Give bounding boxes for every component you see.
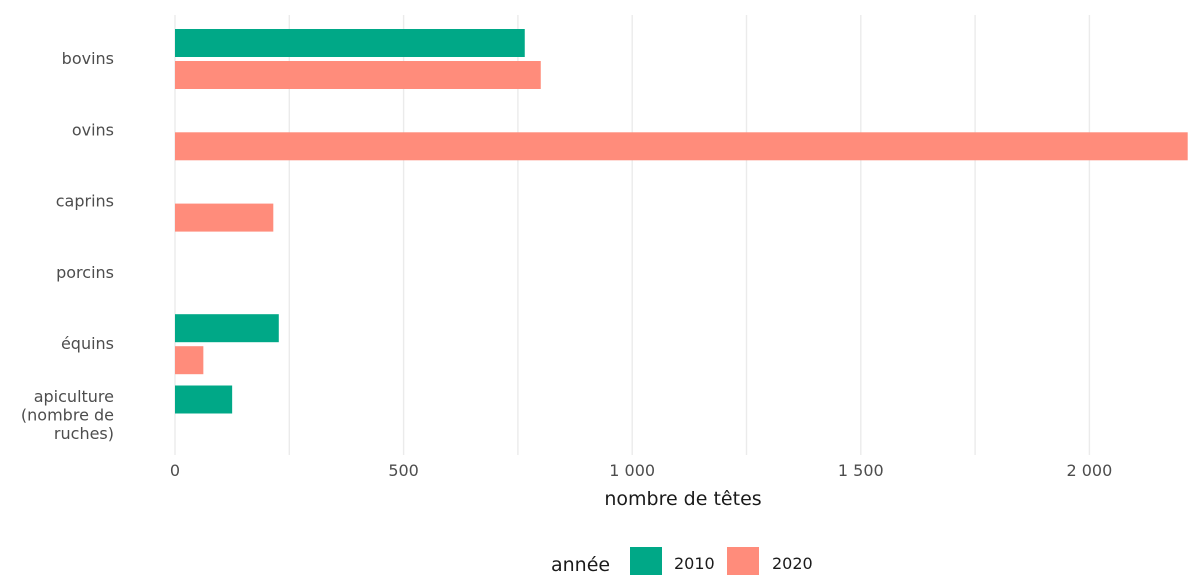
y-axis-labels: bovins ovins caprins porcins équins apicultur… (21, 49, 114, 443)
bar-2010-équins (175, 314, 279, 343)
y-tick-label: bovins (62, 49, 114, 68)
x-tick-label: 2 000 (1066, 461, 1112, 480)
legend-label-2020: 2020 (772, 554, 813, 573)
y-tick-label: porcins (56, 263, 114, 282)
bar-2020-ovins (175, 132, 1188, 161)
y-tick-label: ovins (72, 120, 114, 139)
legend-swatch-2010 (630, 547, 662, 575)
bar-2020-bovins (175, 61, 541, 89)
x-axis-labels: 0 500 1 000 1 500 2 000 (170, 461, 1112, 480)
legend-swatch-2020 (727, 547, 759, 575)
y-tick-label: apiculture (nombre de ruches) (21, 387, 114, 443)
bar-2020-caprins (175, 203, 274, 232)
bar-2010-apiculture (175, 385, 233, 414)
bar-2020-équins (175, 346, 204, 375)
legend: année 2010 2020 (551, 547, 813, 575)
legend-title: année (551, 554, 610, 575)
legend-label-2010: 2010 (674, 554, 715, 573)
bars (175, 29, 1188, 414)
x-tick-label: 1 000 (609, 461, 655, 480)
y-tick-label: caprins (56, 192, 114, 211)
x-tick-label: 0 (170, 461, 180, 480)
y-tick-label: équins (61, 334, 114, 353)
x-tick-label: 1 500 (838, 461, 884, 480)
x-axis-title: nombre de têtes (604, 488, 761, 510)
bar-2010-bovins (175, 29, 525, 57)
x-tick-label: 500 (388, 461, 419, 480)
